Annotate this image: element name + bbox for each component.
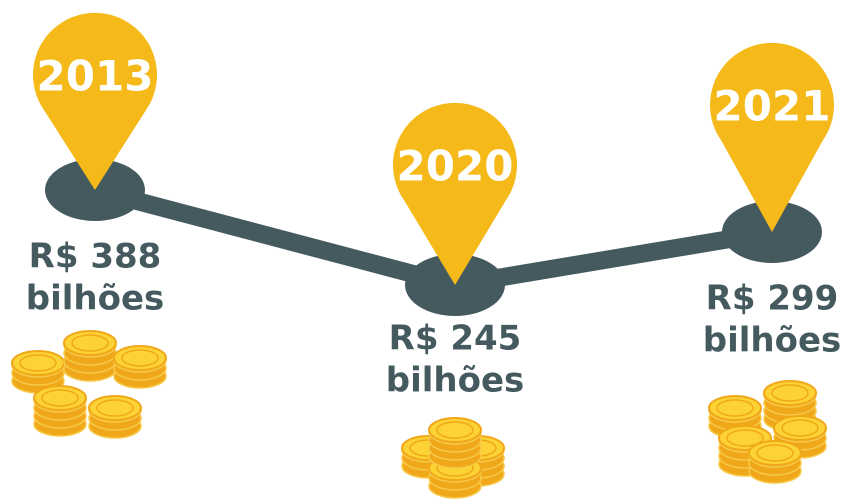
coin-inner [71, 334, 109, 352]
amount: R$ 245 [389, 319, 522, 359]
pin [33, 12, 158, 190]
coin-inner [716, 399, 754, 417]
pin [709, 42, 834, 232]
year: 2021 [714, 82, 831, 131]
coins [11, 330, 167, 439]
pin [393, 102, 517, 285]
coin-inner [726, 429, 764, 447]
unit: bilhões [26, 279, 165, 319]
coin-inner [436, 421, 474, 439]
unit: bilhões [386, 361, 525, 401]
year: 2020 [397, 142, 514, 191]
coins [708, 380, 827, 484]
coin-inner [19, 354, 57, 372]
unit: bilhões [703, 321, 842, 361]
coin-inner [121, 349, 159, 367]
coins [401, 417, 505, 499]
coin-inner [96, 399, 134, 417]
amount: R$ 388 [29, 237, 162, 277]
coin-inner [781, 419, 819, 437]
coin-inner [756, 444, 794, 462]
coin-inner [41, 389, 79, 407]
amount: R$ 299 [706, 279, 839, 319]
coin-inner [771, 384, 809, 402]
year: 2013 [37, 52, 154, 101]
